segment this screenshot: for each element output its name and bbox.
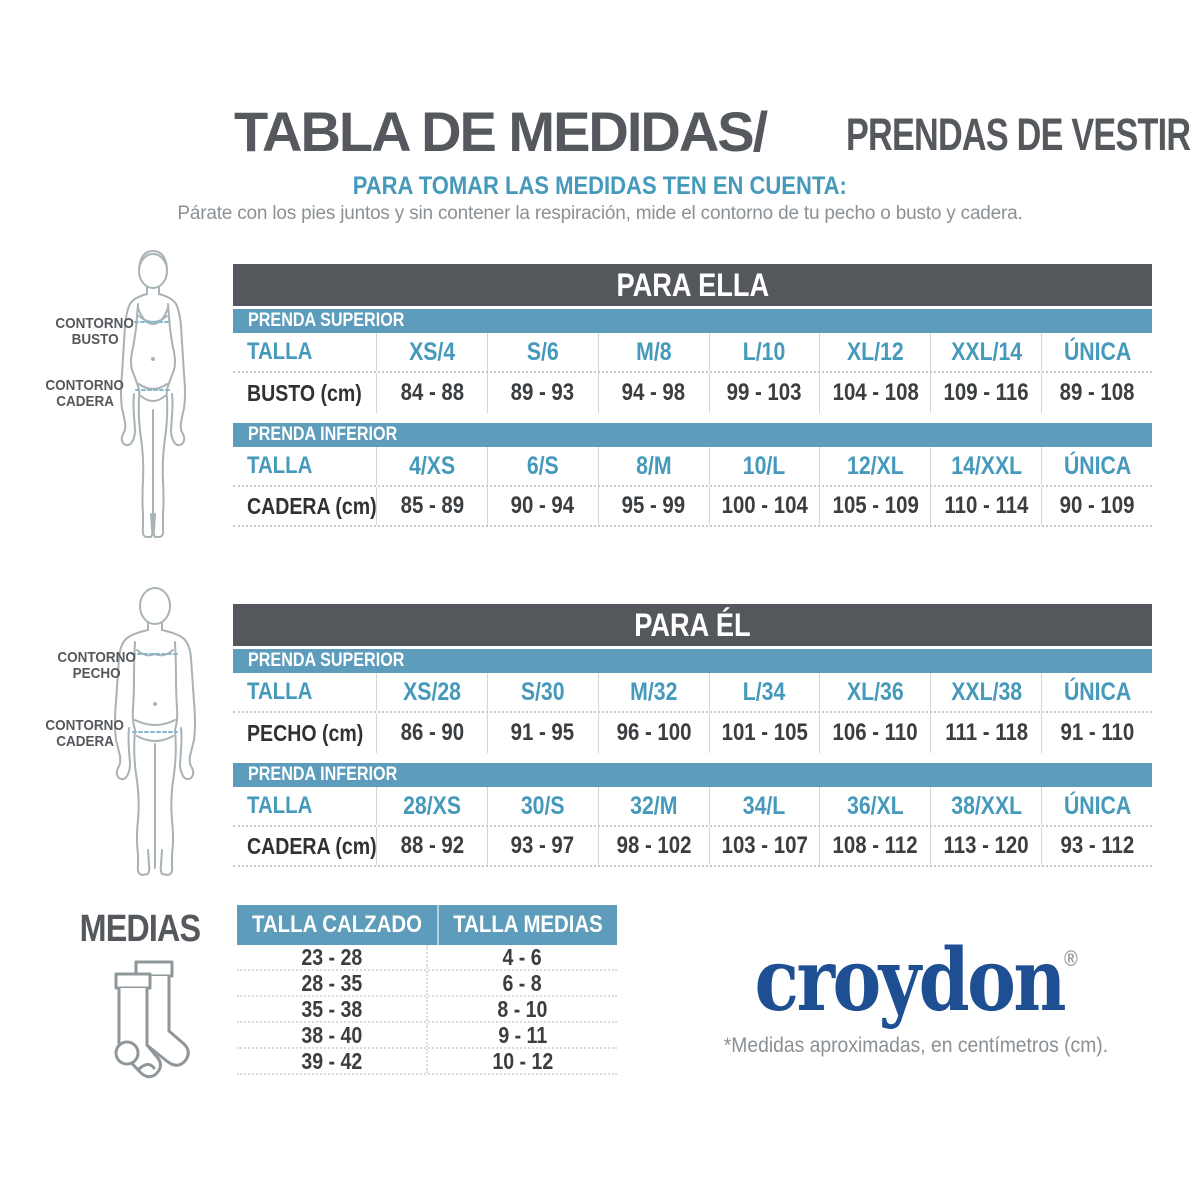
contorno-cadera-male-label: CONTORNO CADERA xyxy=(45,717,125,750)
size-row-label: TALLA xyxy=(247,792,313,819)
table-row: 39 - 42 10 - 12 xyxy=(237,1048,617,1075)
size-row-label: TALLA xyxy=(247,338,313,365)
socks-icon xyxy=(114,960,190,1079)
measure-row: CADERA (cm) 85 - 89 90 - 94 95 - 99 100 … xyxy=(233,487,1152,527)
medias-section-title: MEDIAS xyxy=(79,908,201,950)
table-title-para-el: PARA ÉL xyxy=(233,604,1152,646)
registered-trademark-icon: ® xyxy=(1063,946,1078,971)
contorno-pecho-label: CONTORNO PECHO xyxy=(57,649,137,682)
size-row: TALLA 28/XS 30/S 32/M 34/L 36/XL 38/XXL … xyxy=(233,787,1152,827)
section-prenda-superior: PRENDA SUPERIOR xyxy=(233,309,1152,333)
measuring-instructions-heading: PARA TOMAR LAS MEDIDAS TEN EN CUENTA: xyxy=(352,172,848,200)
male-body-illustration xyxy=(114,587,196,876)
table-row: 23 - 28 4 - 6 xyxy=(237,944,617,971)
section-prenda-superior: PRENDA SUPERIOR xyxy=(233,649,1152,673)
measure-row-label: BUSTO (cm) xyxy=(247,379,362,406)
page-title: TABLA DE MEDIDAS/ xyxy=(234,100,768,163)
size-row: TALLA XS/28 S/30 M/32 L/34 XL/36 XXL/38 … xyxy=(233,673,1152,713)
table-para-ella: PARA ELLA PRENDA SUPERIOR TALLA XS/4 S/6… xyxy=(233,264,1152,527)
measure-row: BUSTO (cm) 84 - 88 89 - 93 94 - 98 99 - … xyxy=(233,373,1152,413)
brand-block: croydon® *Medidas aproximadas, en centím… xyxy=(656,938,1176,1058)
measure-row: CADERA (cm) 88 - 92 93 - 97 98 - 102 103… xyxy=(233,827,1152,867)
socks-col2-header: TALLA MEDIAS xyxy=(453,911,603,938)
measure-row: PECHO (cm) 86 - 90 91 - 95 96 - 100 101 … xyxy=(233,713,1152,753)
table-para-el: PARA ÉL PRENDA SUPERIOR TALLA XS/28 S/30… xyxy=(233,604,1152,867)
table-title-para-ella: PARA ELLA xyxy=(233,264,1152,306)
socks-size-table: TALLA CALZADO TALLA MEDIAS 23 - 28 4 - 6… xyxy=(237,905,617,1075)
table-row: 38 - 40 9 - 11 xyxy=(237,1022,617,1049)
size-row: TALLA XS/4 S/6 M/8 L/10 XL/12 XXL/14 ÚNI… xyxy=(233,333,1152,373)
measuring-instructions-text: Párate con los pies juntos y sin contene… xyxy=(177,203,1023,224)
measure-row-label: PECHO (cm) xyxy=(247,719,364,746)
section-prenda-inferior: PRENDA INFERIOR xyxy=(233,423,1152,447)
size-row: TALLA 4/XS 6/S 8/M 10/L 12/XL 14/XXL ÚNI… xyxy=(233,447,1152,487)
table-row: 28 - 35 6 - 8 xyxy=(237,970,617,997)
size-row-label: TALLA xyxy=(247,452,313,479)
contorno-cadera-female-label: CONTORNO CADERA xyxy=(45,377,125,410)
measure-row-label: CADERA (cm) xyxy=(247,492,377,519)
page-header: TABLA DE MEDIDAS/ PRENDAS DE VESTIR xyxy=(0,88,1200,160)
socks-col1-header: TALLA CALZADO xyxy=(251,911,422,938)
female-body-illustration xyxy=(120,250,186,538)
page-title-secondary: PRENDAS DE VESTIR xyxy=(846,109,1191,160)
measure-row-label: CADERA (cm) xyxy=(247,832,377,859)
table-row: 35 - 38 8 - 10 xyxy=(237,996,617,1023)
croydon-logo: croydon® xyxy=(754,930,1078,1031)
measurements-footnote: *Medidas aproximadas, en centímetros (cm… xyxy=(723,1034,1109,1057)
size-row-label: TALLA xyxy=(247,678,313,705)
socks-table-header: TALLA CALZADO TALLA MEDIAS xyxy=(237,905,617,945)
contorno-busto-label: CONTORNO BUSTO xyxy=(55,315,135,348)
section-prenda-inferior: PRENDA INFERIOR xyxy=(233,763,1152,787)
